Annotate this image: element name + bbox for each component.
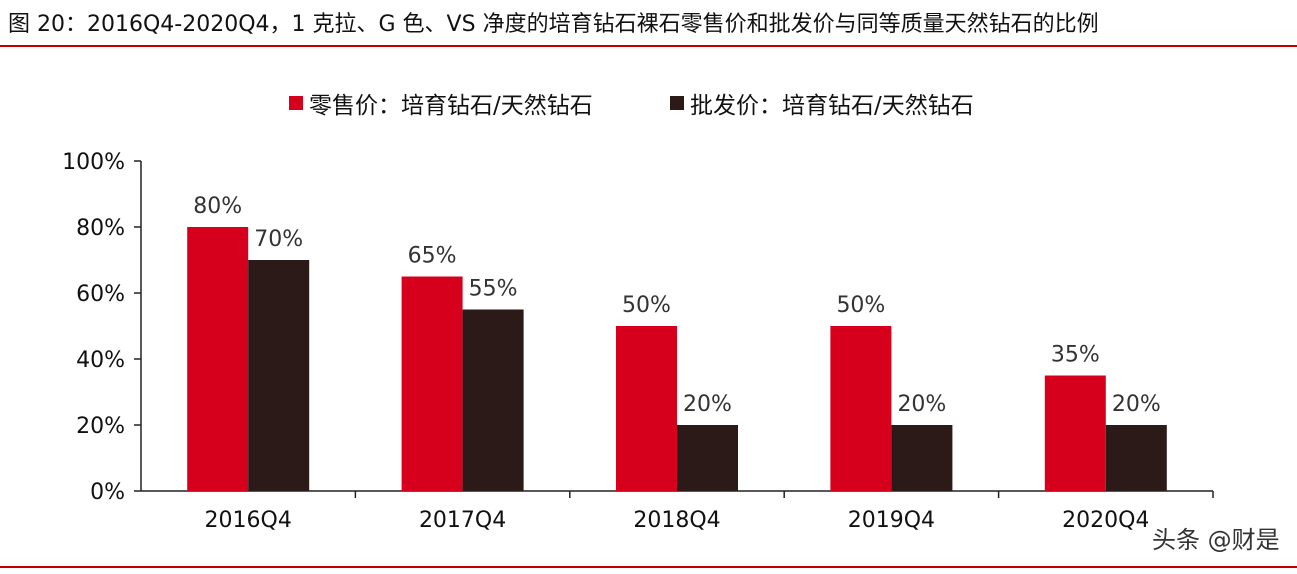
- data-label: 35%: [1051, 343, 1100, 368]
- bar-wholesale: [891, 425, 953, 491]
- y-tick-label: 20%: [76, 414, 125, 439]
- y-tick-label: 0%: [90, 480, 125, 505]
- y-tick-label: 80%: [76, 216, 125, 241]
- data-label: 65%: [408, 244, 457, 269]
- bar-wholesale: [248, 260, 310, 491]
- y-tick-label: 40%: [76, 348, 125, 373]
- data-label: 80%: [193, 194, 242, 219]
- data-label: 20%: [683, 392, 732, 417]
- bar-wholesale: [1105, 425, 1167, 491]
- legend-label-wholesale: 批发价：培育钻石/天然钻石: [690, 93, 974, 119]
- legend-swatch-retail: [289, 96, 303, 110]
- legend-swatch-wholesale: [670, 96, 684, 110]
- bar-retail: [616, 326, 677, 491]
- x-category-label: 2019Q4: [848, 508, 935, 533]
- legend-item-wholesale: 批发价：培育钻石/天然钻石: [670, 86, 974, 120]
- x-category-label: 2018Q4: [633, 508, 720, 533]
- watermark: 头条 @财是: [1148, 520, 1284, 555]
- chart-legend: 零售价：培育钻石/天然钻石 批发价：培育钻石/天然钻石: [0, 86, 1297, 120]
- x-category-label: 2016Q4: [205, 508, 292, 533]
- y-tick-label: 60%: [76, 282, 125, 307]
- data-label: 50%: [836, 293, 885, 318]
- data-label: 55%: [469, 277, 518, 302]
- bar-retail: [187, 227, 249, 491]
- data-label: 50%: [622, 293, 671, 318]
- bar-retail: [1044, 375, 1106, 491]
- bar-retail: [401, 276, 463, 491]
- title-divider: [0, 45, 1297, 47]
- legend-item-retail: 零售价：培育钻石/天然钻石: [289, 86, 593, 120]
- bottom-divider: [0, 566, 1297, 568]
- y-tick-label: 100%: [62, 150, 125, 175]
- bar-wholesale: [462, 309, 524, 491]
- x-category-label: 2017Q4: [419, 508, 506, 533]
- data-label: 20%: [897, 392, 946, 417]
- chart-title: 图 20：2016Q4-2020Q4，1 克拉、G 色、VS 净度的培育钻石裸石…: [8, 12, 1099, 37]
- data-label: 70%: [254, 227, 303, 252]
- bar-wholesale: [677, 425, 738, 491]
- legend-label-retail: 零售价：培育钻石/天然钻石: [309, 93, 593, 119]
- bar-retail: [830, 326, 892, 491]
- x-category-label: 2020Q4: [1062, 508, 1149, 533]
- data-label: 20%: [1112, 392, 1161, 417]
